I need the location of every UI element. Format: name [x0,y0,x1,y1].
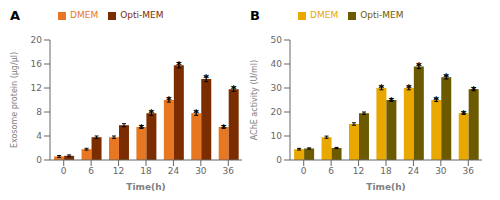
svg-text:6: 6 [88,166,94,176]
svg-text:*: * [193,107,199,120]
svg-text:*: * [231,83,237,96]
svg-text:40: 40 [271,59,283,69]
html-text:DMEM: DMEM [70,10,99,20]
svg-text:12: 12 [31,83,42,93]
svg-text:*: * [149,107,155,120]
svg-text:30: 30 [435,166,447,176]
svg-text:8: 8 [36,107,42,117]
svg-text:AChE activity (U/ml): AChE activity (U/ml) [250,60,259,140]
svg-text:30: 30 [195,166,207,176]
svg-text:36: 36 [223,166,235,176]
svg-text:*: * [433,94,439,107]
svg-text:12: 12 [113,166,124,176]
svg-text:*: * [416,60,422,73]
svg-text:*: * [221,122,227,135]
svg-text:*: * [406,82,412,95]
svg-text:6: 6 [328,166,334,176]
svg-text:10: 10 [271,131,283,141]
svg-text:*: * [379,82,385,95]
svg-text:16: 16 [31,59,43,69]
svg-text:20: 20 [271,107,283,117]
html-text:A: A [10,8,21,23]
svg-text:Time(h): Time(h) [366,182,405,192]
svg-text:*: * [389,95,395,108]
svg-text:24: 24 [408,166,420,176]
svg-text:Exosome protein (μg/μl): Exosome protein (μg/μl) [10,52,19,148]
svg-text:Time(h): Time(h) [126,182,165,192]
svg-text:50: 50 [271,35,283,45]
svg-text:12: 12 [353,166,364,176]
svg-text:*: * [443,71,449,84]
svg-text:*: * [203,72,209,85]
svg-text:*: * [176,59,182,72]
svg-text:4: 4 [36,131,42,141]
svg-text:18: 18 [380,166,392,176]
svg-text:20: 20 [31,35,43,45]
svg-text:0: 0 [61,166,67,176]
svg-text:24: 24 [168,166,180,176]
svg-text:36: 36 [463,166,475,176]
html-text:B: B [250,8,260,23]
svg-text:*: * [471,84,477,97]
svg-text:18: 18 [140,166,152,176]
svg-text:*: * [461,108,467,121]
svg-text:0: 0 [276,155,282,165]
svg-text:*: * [166,94,172,107]
svg-text:0: 0 [301,166,307,176]
svg-text:30: 30 [271,83,283,93]
svg-text:0: 0 [36,155,42,165]
html-text:Opti-MEM: Opti-MEM [120,10,164,20]
html-text:Opti-MEM: Opti-MEM [360,10,404,20]
svg-text:*: * [139,122,145,135]
html-text:DMEM: DMEM [310,10,339,20]
